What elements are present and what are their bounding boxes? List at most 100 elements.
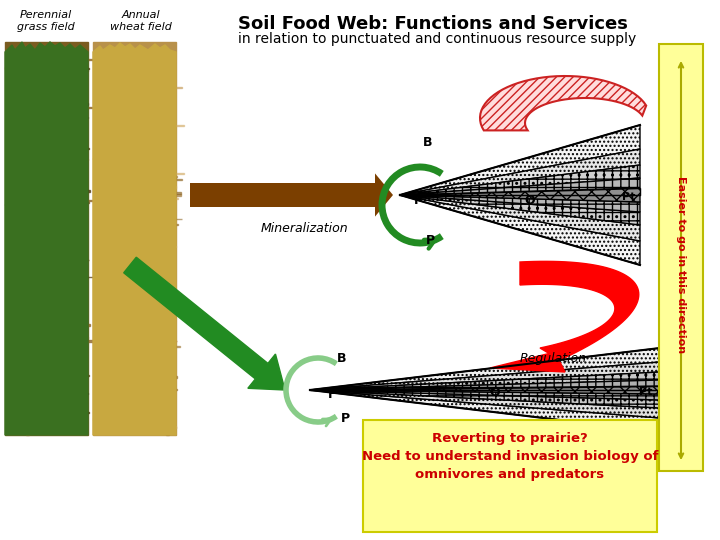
Bar — [95, 166, 98, 167]
Polygon shape — [310, 386, 660, 390]
Bar — [78, 333, 81, 335]
Bar — [16, 67, 22, 68]
Bar — [63, 103, 69, 104]
Bar — [42, 403, 44, 405]
Bar — [145, 163, 148, 164]
Bar — [26, 339, 32, 340]
Text: Mineralization: Mineralization — [261, 222, 348, 235]
Bar — [160, 76, 165, 77]
Bar — [163, 252, 173, 254]
Bar — [50, 363, 53, 364]
Bar — [122, 329, 131, 331]
Bar — [45, 206, 52, 207]
Bar — [97, 328, 104, 329]
Bar — [116, 314, 123, 315]
Bar — [72, 182, 78, 183]
Bar — [124, 409, 132, 411]
Bar — [99, 297, 109, 299]
Bar — [53, 124, 58, 125]
Bar — [54, 49, 59, 50]
Bar — [57, 93, 63, 94]
Bar — [71, 130, 73, 131]
Bar — [32, 252, 39, 254]
Bar — [139, 120, 148, 123]
Bar — [69, 406, 73, 407]
Bar — [152, 177, 156, 178]
Bar — [36, 68, 42, 69]
Bar — [66, 143, 70, 144]
Bar — [38, 127, 41, 128]
Bar — [18, 120, 21, 121]
Bar — [55, 203, 60, 204]
Bar — [81, 103, 89, 105]
Bar — [27, 249, 30, 252]
Bar — [126, 372, 135, 374]
Bar — [48, 136, 53, 138]
Bar — [166, 346, 170, 347]
Bar — [135, 172, 138, 173]
Bar — [85, 70, 88, 71]
Bar — [8, 126, 14, 127]
Bar — [118, 72, 122, 73]
Bar — [80, 285, 85, 287]
Polygon shape — [124, 257, 285, 390]
Bar — [110, 232, 114, 233]
Bar — [155, 55, 158, 57]
Bar — [132, 55, 136, 56]
Bar — [96, 370, 99, 372]
Bar — [84, 68, 89, 69]
Bar — [100, 90, 104, 91]
Bar — [44, 60, 48, 62]
Bar — [18, 411, 25, 413]
Bar — [42, 232, 48, 233]
Bar — [174, 177, 176, 178]
Bar — [145, 348, 156, 350]
Bar — [70, 393, 76, 394]
Bar — [22, 245, 24, 246]
Bar — [16, 421, 24, 422]
Bar — [117, 83, 125, 84]
Bar — [155, 229, 163, 231]
Text: B: B — [423, 136, 433, 148]
Bar — [8, 214, 14, 215]
Bar — [155, 120, 161, 121]
Bar — [171, 376, 177, 377]
Bar — [118, 204, 122, 205]
Bar — [66, 73, 68, 74]
Bar — [65, 393, 68, 394]
Bar — [94, 395, 102, 396]
Bar — [52, 97, 56, 98]
Bar — [86, 276, 94, 278]
Bar — [45, 301, 48, 302]
Polygon shape — [400, 195, 640, 241]
Bar — [32, 416, 40, 419]
Bar — [148, 363, 151, 364]
Bar — [153, 99, 158, 101]
Bar — [156, 110, 161, 111]
Bar — [53, 64, 58, 65]
Text: in relation to punctuated and continuous resource supply: in relation to punctuated and continuous… — [238, 32, 636, 46]
Bar — [10, 338, 13, 340]
Bar — [50, 344, 53, 345]
Bar — [19, 267, 24, 268]
Bar — [35, 90, 37, 91]
Bar — [166, 434, 169, 435]
Bar — [78, 423, 84, 424]
Bar — [13, 80, 15, 82]
Bar — [24, 176, 27, 177]
Bar — [152, 190, 154, 192]
Bar — [26, 155, 32, 156]
Bar — [98, 85, 102, 86]
Bar — [66, 188, 73, 190]
Bar — [160, 140, 168, 141]
Bar — [45, 102, 51, 103]
Bar — [174, 346, 179, 347]
Text: Reverting to prairie?
Need to understand invasion biology of
omnivores and preda: Reverting to prairie? Need to understand… — [361, 432, 658, 481]
Bar — [19, 427, 26, 428]
Bar — [11, 403, 14, 405]
Bar — [50, 101, 57, 102]
Bar — [94, 271, 99, 273]
Bar — [45, 210, 48, 211]
Bar — [27, 68, 30, 69]
Bar — [36, 334, 42, 335]
